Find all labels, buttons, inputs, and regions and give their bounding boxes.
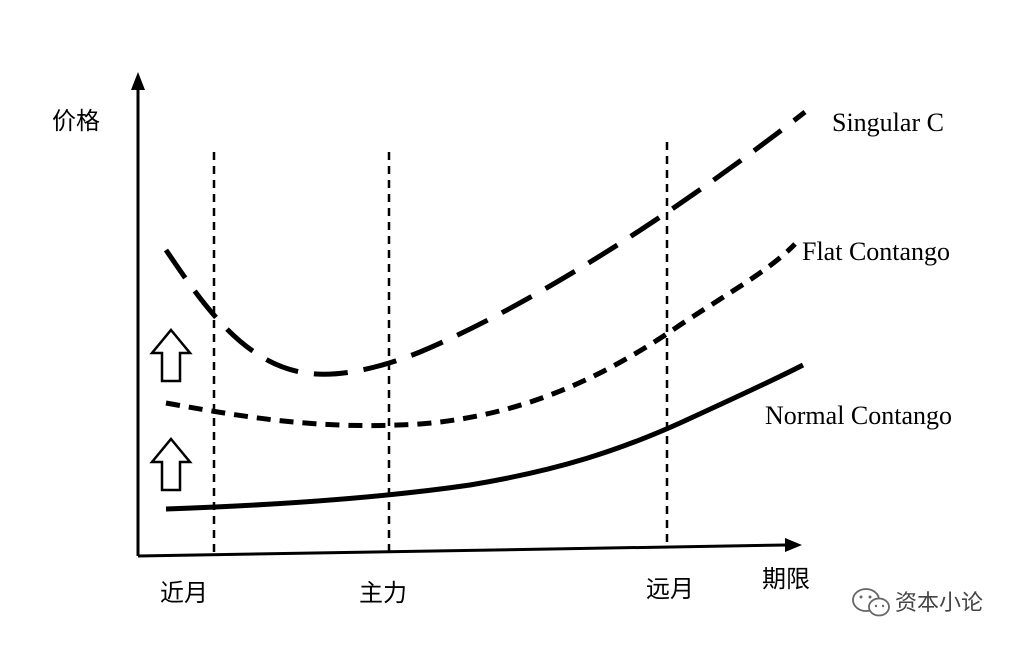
x-axis	[137, 543, 787, 558]
curve-label-singular-c: Singular C	[832, 108, 944, 137]
tick-label-main: 主力	[359, 579, 407, 607]
curve-flat-contango	[165, 242, 797, 429]
curve-singular-c	[163, 110, 807, 377]
curve-label-normal-contango: Normal Contango	[765, 401, 952, 430]
curve-label-flat-contango: Flat Contango	[802, 237, 950, 266]
tick-label-far-month: 远月	[646, 575, 694, 603]
x-axis-label: 期限	[762, 565, 810, 593]
x-axis-arrowhead	[785, 538, 802, 552]
watermark-text: 资本小论	[895, 591, 983, 616]
up-arrow-icon	[149, 328, 193, 383]
watermark: 资本小论	[852, 588, 983, 617]
y-axis-label: 价格	[52, 107, 100, 135]
tick-label-near-month: 近月	[160, 579, 208, 607]
up-arrow-icon	[149, 437, 193, 492]
wechat-icon	[852, 588, 890, 617]
curve-normal-contango	[165, 362, 805, 512]
y-axis-arrowhead	[131, 72, 145, 90]
